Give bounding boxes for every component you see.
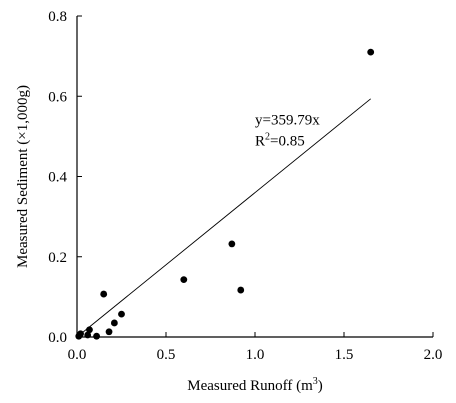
regression-equation: y=359.79x bbox=[255, 112, 320, 128]
x-tick-label: 0.5 bbox=[157, 347, 176, 363]
data-point bbox=[118, 310, 125, 318]
y-tick-label: 0.2 bbox=[48, 250, 67, 266]
plot-area bbox=[76, 16, 433, 338]
x-axis-title-superscript: 3 bbox=[313, 376, 318, 387]
x-tick-label: 1.0 bbox=[246, 347, 265, 363]
r-squared-superscript: 2 bbox=[265, 131, 270, 142]
data-point bbox=[100, 290, 108, 298]
r-squared-label: R2=0.85 bbox=[255, 131, 305, 149]
r-squared-symbol: R bbox=[255, 133, 265, 149]
r-squared-value: =0.85 bbox=[270, 133, 305, 149]
regression-line bbox=[76, 98, 371, 338]
y-axis-ticks: 0.0 0.2 0.4 0.6 0.8 bbox=[48, 9, 82, 346]
data-point bbox=[86, 326, 93, 334]
data-point bbox=[228, 240, 236, 248]
data-point bbox=[84, 331, 92, 339]
y-axis-title: Measured Sediment (×1,000g) bbox=[15, 85, 31, 268]
regression-line-group bbox=[76, 98, 371, 338]
y-tick-label: 0.6 bbox=[48, 89, 67, 105]
x-tick-label: 1.5 bbox=[335, 347, 354, 363]
x-axis-ticks: 0.0 0.5 1.0 1.5 2.0 bbox=[68, 332, 443, 363]
x-axis-title-main: Measured Runoff (m bbox=[187, 378, 313, 394]
data-point bbox=[367, 48, 375, 56]
data-points bbox=[75, 48, 375, 340]
data-point bbox=[180, 276, 188, 284]
x-tick-label: 0.0 bbox=[68, 347, 87, 363]
y-tick-label: 0.4 bbox=[48, 170, 67, 186]
data-point bbox=[237, 286, 245, 294]
data-point bbox=[93, 332, 100, 340]
y-tick-label: 0.8 bbox=[48, 9, 67, 25]
x-axis-title: Measured Runoff (m3) bbox=[187, 376, 323, 394]
data-point bbox=[110, 319, 118, 327]
x-axis-title-end: ) bbox=[318, 378, 323, 394]
y-tick-label: 0.0 bbox=[48, 330, 67, 346]
data-point bbox=[77, 330, 84, 338]
data-point bbox=[105, 328, 113, 336]
x-tick-label: 2.0 bbox=[424, 347, 443, 363]
